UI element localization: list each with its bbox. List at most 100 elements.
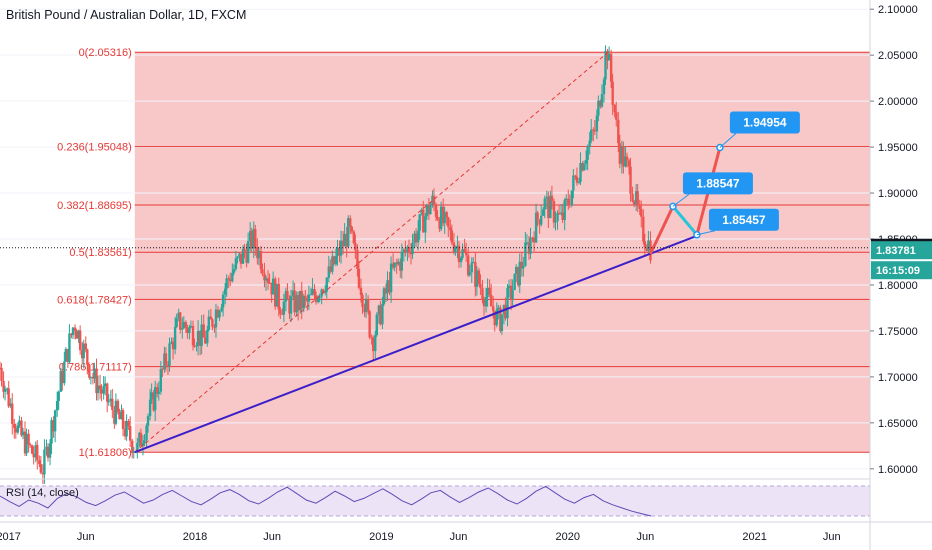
x-tick-label: 2019 (369, 531, 393, 543)
candle-body (331, 256, 334, 272)
candle-body (461, 249, 464, 258)
candle-body (264, 278, 268, 281)
candle-body (613, 105, 616, 113)
candle-body (363, 307, 366, 313)
candle-body (34, 444, 37, 458)
candle-body (196, 330, 200, 346)
fib-level-label: 0.786(1.71117) (59, 362, 132, 374)
candle-body (191, 325, 195, 346)
candle-body (309, 294, 313, 296)
candle-body (229, 279, 232, 282)
candle-body (625, 156, 629, 161)
candle-body (374, 335, 377, 352)
y-tick-label: 2.05000 (878, 50, 918, 62)
candle-body (424, 216, 427, 233)
candle-body (618, 143, 622, 164)
candle-body (48, 443, 52, 458)
price-candles (0, 45, 652, 484)
candle-body (161, 368, 164, 370)
candle-body (179, 312, 182, 330)
candle-body (195, 345, 198, 347)
candle-body (532, 237, 536, 243)
callout-label: 1.94954 (743, 115, 787, 129)
candle-body (239, 253, 243, 264)
candle-body (550, 195, 554, 202)
y-tick-label: 1.70000 (878, 372, 918, 384)
candle-body (296, 295, 300, 311)
candle-body (171, 341, 175, 350)
projection-leg-up (649, 204, 675, 255)
candle-body (632, 201, 636, 205)
fibonacci-levels: 0(2.05316) 0.236(1.95048) 0.382(1.88695) 0.… (57, 47, 870, 459)
candle-body (606, 50, 609, 61)
candle-body (334, 255, 338, 265)
candle-body (382, 288, 386, 304)
candle-body (547, 196, 550, 219)
candle-body (23, 431, 27, 454)
candle-body (150, 392, 153, 400)
candle-body (545, 196, 549, 199)
candle-body (518, 261, 521, 286)
candle-body (459, 257, 463, 263)
candle-body (422, 209, 425, 233)
y-tick-label: 2.10000 (878, 4, 918, 16)
candle-body (627, 160, 631, 167)
candle-body (579, 163, 582, 182)
candle-body (595, 115, 599, 132)
candle-body (620, 146, 624, 164)
candle-body (481, 288, 484, 300)
candle-body (464, 252, 468, 256)
candle-body (116, 400, 120, 413)
candle-body (2, 381, 5, 392)
candle-body (157, 391, 160, 394)
candle-body (57, 391, 60, 402)
candle-body (70, 333, 73, 336)
rsi-line (0, 485, 652, 517)
candle-body (425, 204, 429, 217)
candle-body (350, 226, 353, 232)
candle-body (324, 291, 327, 293)
candle-body (356, 250, 359, 269)
y-tick-label: 1.60000 (878, 464, 918, 476)
candle-body (609, 53, 613, 82)
candle-body (64, 349, 68, 362)
candle-body (154, 387, 157, 411)
candle-body (493, 311, 496, 326)
candle-body (597, 100, 600, 116)
candle-body (93, 368, 96, 379)
candle-body (556, 212, 559, 222)
candle-body (611, 81, 614, 106)
candle-body (254, 229, 257, 248)
candle-body (89, 376, 93, 378)
candle-body (27, 433, 30, 445)
candle-body (163, 353, 166, 370)
candle-body (332, 256, 336, 265)
candle-body (397, 261, 400, 265)
candle-body (339, 240, 343, 256)
candle-body (53, 410, 57, 432)
candle-body (304, 296, 307, 298)
candle-body (584, 159, 588, 164)
candle-body (592, 129, 595, 131)
candle-body (529, 237, 532, 254)
price-tag-box (871, 261, 932, 280)
time-axis[interactable]: 2017 Jun 2018 Jun 2019 Jun 2020 Jun 2021 Jun (0, 521, 932, 543)
candle-body (227, 278, 230, 280)
candle-body (375, 314, 378, 336)
candle-body (470, 262, 473, 273)
candle-body (381, 303, 384, 325)
candle-body (25, 433, 28, 454)
candle-body (313, 289, 316, 296)
candle-body (642, 216, 645, 242)
candle-body (36, 444, 39, 461)
candle-body (466, 255, 470, 276)
candle-body (73, 327, 77, 331)
candle-body (5, 388, 9, 390)
candle-body (457, 245, 461, 263)
candle-body (431, 195, 434, 206)
trendline[interactable] (134, 233, 700, 454)
candle-body (177, 312, 180, 319)
candle-body (145, 425, 148, 441)
candle-body (577, 181, 581, 183)
